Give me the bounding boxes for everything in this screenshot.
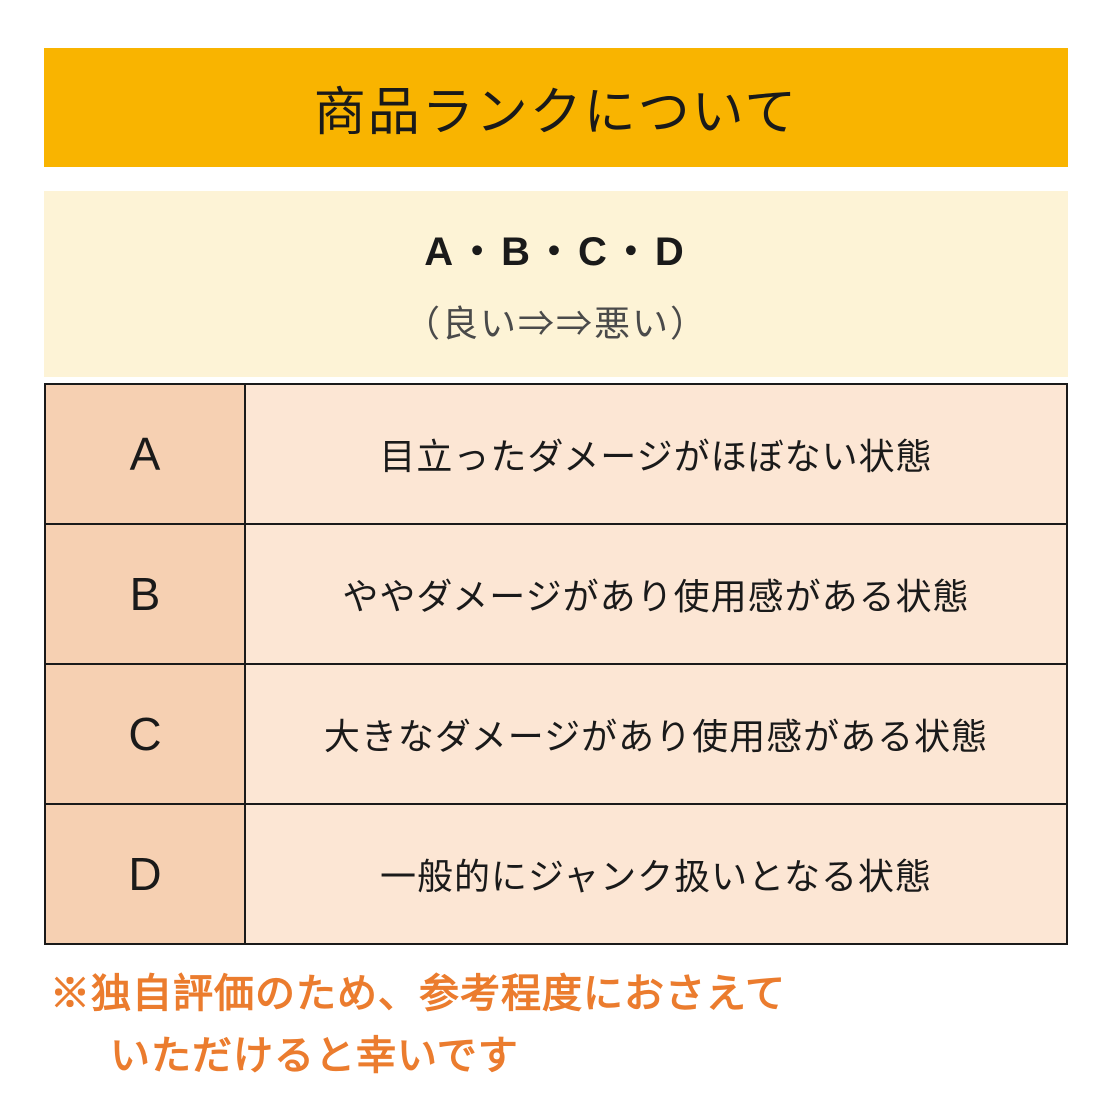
rank-cell-a: A: [45, 384, 245, 524]
footnote: ※独自評価のため、参考程度におさえて いただけると幸いです: [44, 963, 1068, 1087]
footnote-line2: いただけると幸いです: [50, 1025, 1068, 1087]
table-row: A 目立ったダメージがほぼない状態: [45, 384, 1067, 524]
rank-cell-c: C: [45, 664, 245, 804]
title-bar: 商品ランクについて: [44, 48, 1068, 167]
desc-cell-a: 目立ったダメージがほぼない状態: [245, 384, 1067, 524]
rank-table: A 目立ったダメージがほぼない状態 B ややダメージがあり使用感がある状態 C …: [44, 383, 1068, 945]
desc-cell-b: ややダメージがあり使用感がある状態: [245, 524, 1067, 664]
rank-cell-b: B: [45, 524, 245, 664]
legend-box: A・B・C・D （良い⇒⇒悪い）: [44, 191, 1068, 377]
table-row: B ややダメージがあり使用感がある状態: [45, 524, 1067, 664]
footnote-line1: ※独自評価のため、参考程度におさえて: [50, 972, 786, 1016]
title-text: 商品ランクについて: [314, 84, 798, 142]
desc-cell-c: 大きなダメージがあり使用感がある状態: [245, 664, 1067, 804]
legend-ranks: A・B・C・D: [44, 219, 1068, 277]
legend-scale: （良い⇒⇒悪い）: [44, 295, 1068, 347]
rank-cell-d: D: [45, 804, 245, 944]
table-row: C 大きなダメージがあり使用感がある状態: [45, 664, 1067, 804]
table-row: D 一般的にジャンク扱いとなる状態: [45, 804, 1067, 944]
desc-cell-d: 一般的にジャンク扱いとなる状態: [245, 804, 1067, 944]
